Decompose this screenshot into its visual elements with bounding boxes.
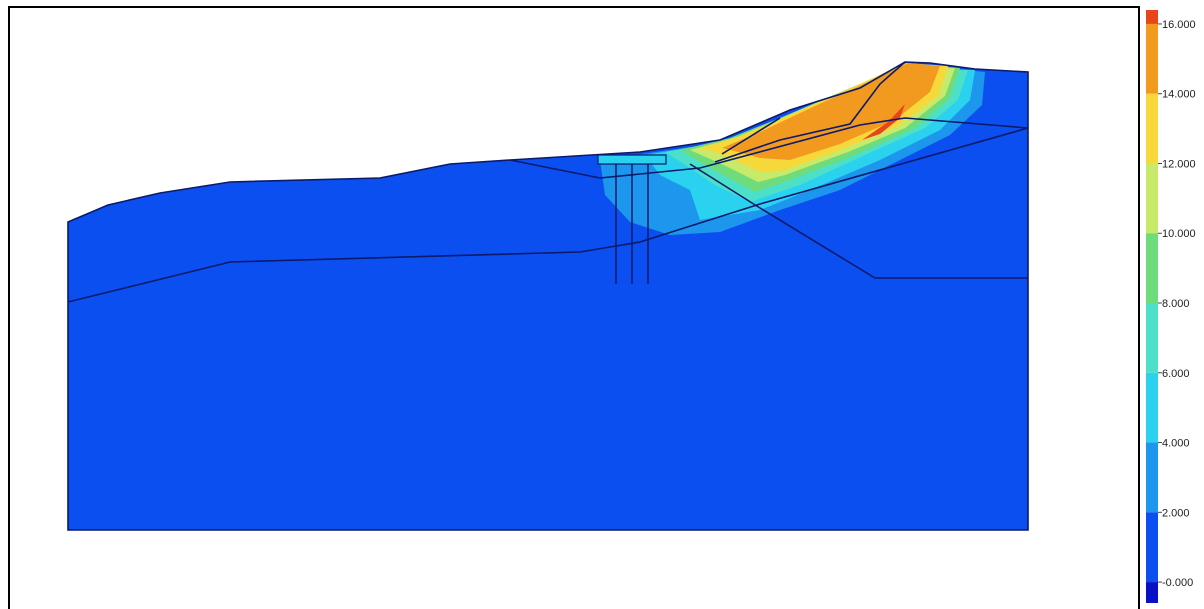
contour-legend: 16.000 14.000 12.000 10.000 8.000 6.000 4.000 2… xyxy=(1146,10,1196,603)
legend-band-5 xyxy=(1146,303,1158,373)
legend-band-3 xyxy=(1146,163,1158,234)
legend-band-8 xyxy=(1146,512,1158,583)
legend-tick-label: 4.000 xyxy=(1162,438,1190,450)
legend-ticks: 16.000 14.000 12.000 10.000 8.000 6.000 4.000 2… xyxy=(1158,19,1196,589)
boundary-lines xyxy=(67,61,1029,531)
legend-band-6 xyxy=(1146,372,1158,443)
legend-tick-label: 6.000 xyxy=(1162,368,1190,380)
legend-tick-label: 14.000 xyxy=(1162,89,1196,101)
legend-tick-label: 12.000 xyxy=(1162,158,1196,170)
slope-model xyxy=(67,61,1029,531)
bench-line xyxy=(721,117,781,155)
legend-band-2 xyxy=(1146,93,1158,164)
domain-outline xyxy=(67,61,1029,531)
legend-band-9 xyxy=(1146,582,1158,603)
lower-layer-boundary xyxy=(67,127,1029,303)
legend-tick-label: -0.000 xyxy=(1162,577,1193,589)
legend-band-7 xyxy=(1146,442,1158,513)
legend-band-1 xyxy=(1146,23,1158,94)
upper-cut-line xyxy=(714,61,906,163)
contour-zone-14-16 xyxy=(722,63,940,160)
legend-band-4 xyxy=(1146,233,1158,304)
slip-wedge-line xyxy=(689,163,1028,279)
legend-tick-label: 2.000 xyxy=(1162,507,1190,519)
legend-tick-label: 10.000 xyxy=(1162,228,1196,240)
legend-tick-label: 8.000 xyxy=(1162,298,1190,310)
weak-layer-boundary xyxy=(509,117,1029,179)
pile-cap xyxy=(597,154,667,165)
legend-band-0 xyxy=(1146,10,1158,24)
legend-bands xyxy=(1146,10,1158,603)
legend-tick-label: 16.000 xyxy=(1162,19,1196,31)
